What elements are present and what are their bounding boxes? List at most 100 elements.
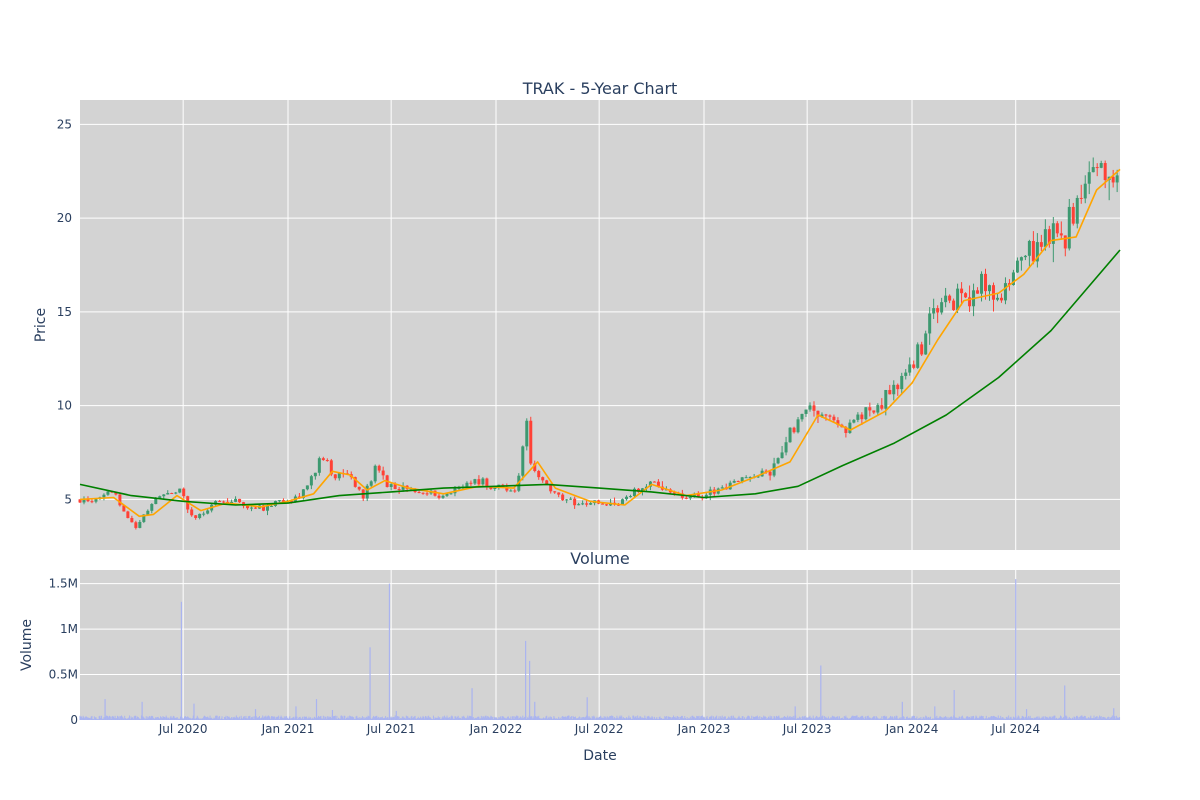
candle-body bbox=[509, 490, 513, 492]
volume-axis-label: Volume bbox=[19, 619, 35, 671]
candle-body bbox=[525, 420, 529, 447]
candle-body bbox=[880, 405, 884, 409]
candle-body bbox=[884, 389, 888, 409]
candle-body bbox=[281, 500, 285, 502]
candle-body bbox=[652, 481, 656, 483]
candle-body bbox=[984, 273, 988, 292]
candle-body bbox=[876, 405, 880, 413]
chart-title: TRAK - 5-Year Chart bbox=[522, 79, 678, 98]
candlestick-series bbox=[78, 157, 1119, 530]
candle-body bbox=[329, 460, 333, 475]
price-y-tick: 5 bbox=[64, 492, 72, 506]
x-tick: Jul 2022 bbox=[574, 722, 624, 736]
candle-body bbox=[246, 506, 250, 509]
candle-body bbox=[1087, 172, 1091, 184]
candle-body bbox=[640, 488, 644, 492]
candle-body bbox=[1099, 163, 1103, 168]
candle-body bbox=[816, 410, 820, 417]
candle-body bbox=[265, 505, 269, 511]
candle-body bbox=[573, 498, 577, 506]
candle-body bbox=[628, 496, 632, 498]
candle-body bbox=[134, 522, 138, 528]
candle-body bbox=[1039, 242, 1043, 247]
candle-body bbox=[744, 477, 748, 479]
candle-body bbox=[86, 498, 90, 502]
candle-body bbox=[820, 414, 824, 417]
candle-body bbox=[1003, 283, 1007, 301]
candle-body bbox=[736, 480, 740, 482]
candle-body bbox=[800, 413, 804, 420]
candle-body bbox=[425, 493, 429, 495]
candle-body bbox=[1111, 176, 1115, 183]
candle-body bbox=[489, 486, 493, 490]
candle-body bbox=[872, 410, 876, 413]
candle-body bbox=[868, 407, 872, 411]
candle-body bbox=[888, 389, 892, 395]
candle-body bbox=[621, 499, 625, 505]
candle-body bbox=[158, 496, 162, 499]
candle-body bbox=[720, 487, 724, 489]
candle-body bbox=[999, 297, 1003, 301]
candle-body bbox=[912, 364, 916, 368]
candle-body bbox=[381, 470, 385, 476]
candle-body bbox=[1043, 229, 1047, 247]
candle-body bbox=[505, 487, 509, 491]
candle-body bbox=[250, 507, 254, 509]
candle-body bbox=[493, 487, 497, 490]
candle-body bbox=[648, 481, 652, 487]
volume-y-tick: 0 bbox=[70, 713, 78, 727]
candle-body bbox=[445, 493, 449, 496]
candle-body bbox=[150, 504, 154, 511]
candle-body bbox=[601, 503, 605, 505]
x-tick: Jul 2020 bbox=[158, 722, 208, 736]
candle-body bbox=[545, 480, 549, 485]
candle-body bbox=[277, 500, 281, 502]
candle-body bbox=[106, 491, 110, 495]
candle-body bbox=[441, 495, 445, 498]
candle-body bbox=[784, 442, 788, 453]
candle-body bbox=[940, 302, 944, 313]
candle-body bbox=[529, 420, 533, 464]
price-y-tick-labels: 5 10 15 20 25 bbox=[57, 117, 72, 506]
candle-body bbox=[154, 498, 158, 505]
candle-body bbox=[194, 515, 198, 518]
candle-body bbox=[481, 478, 485, 485]
candle-body bbox=[254, 507, 258, 509]
candle-body bbox=[960, 288, 964, 294]
candle-body bbox=[688, 496, 692, 499]
candle-body bbox=[565, 499, 569, 501]
candle-body bbox=[1115, 175, 1119, 183]
candle-body bbox=[94, 498, 98, 502]
candle-body bbox=[533, 463, 537, 472]
x-tick: Jan 2021 bbox=[261, 722, 315, 736]
moving-average-lines bbox=[79, 168, 1121, 518]
candle-body bbox=[138, 521, 142, 528]
candle-body bbox=[557, 492, 561, 495]
candle-body bbox=[692, 493, 696, 497]
candle-body bbox=[549, 484, 553, 492]
candle-body bbox=[740, 477, 744, 482]
candle-body bbox=[1035, 242, 1039, 262]
candle-body bbox=[1011, 272, 1015, 286]
candle-body bbox=[269, 505, 273, 507]
candle-body bbox=[190, 509, 194, 516]
candle-body bbox=[904, 372, 908, 376]
candle-body bbox=[589, 503, 593, 505]
candle-body bbox=[617, 504, 621, 506]
candle-body bbox=[178, 488, 182, 493]
candle-body bbox=[696, 493, 700, 498]
candle-body bbox=[948, 295, 952, 301]
candle-body bbox=[732, 480, 736, 483]
candle-body bbox=[78, 499, 82, 503]
x-tick-labels: Jul 2020 Jan 2021 Jul 2021 Jan 2022 Jul 2022… bbox=[158, 722, 1040, 736]
candle-body bbox=[114, 491, 118, 495]
candle-body bbox=[369, 481, 373, 486]
price-axis-label: Price bbox=[33, 308, 49, 342]
candle-body bbox=[852, 419, 856, 423]
candle-body bbox=[261, 505, 265, 511]
candle-body bbox=[1079, 197, 1083, 199]
candle-body bbox=[964, 293, 968, 298]
volume-y-tick-labels: 0 0.5M 1M 1.5M bbox=[49, 577, 78, 727]
price-plot-area bbox=[80, 100, 1120, 550]
candle-body bbox=[920, 344, 924, 355]
